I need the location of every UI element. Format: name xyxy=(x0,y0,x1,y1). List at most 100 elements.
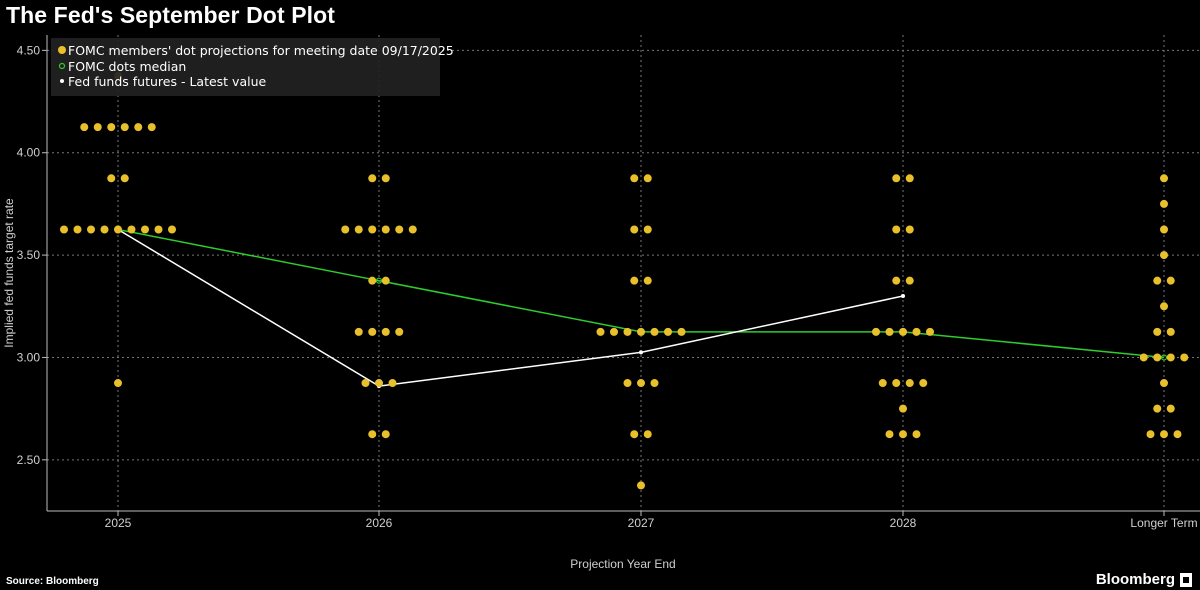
legend-futures-icon xyxy=(60,79,64,83)
fomc-dot xyxy=(1160,251,1168,260)
futures-line xyxy=(117,228,904,387)
fomc-dot xyxy=(1180,353,1189,362)
fomc-dot xyxy=(892,174,901,183)
fomc-dot xyxy=(1166,404,1175,413)
fomc-dot xyxy=(610,327,618,336)
fomc-dot xyxy=(168,225,176,234)
fomc-dot xyxy=(912,430,921,439)
fomc-dot xyxy=(80,123,89,132)
fomc-dot xyxy=(643,225,652,234)
median-marker xyxy=(375,277,383,284)
y-tick-label: 3.00 xyxy=(17,350,41,364)
fomc-dot xyxy=(368,430,377,439)
fomc-dot xyxy=(885,430,894,439)
fomc-dot xyxy=(1173,430,1182,439)
x-axis-title: Projection Year End xyxy=(570,557,675,571)
fomc-dot xyxy=(643,174,652,183)
dot-projections xyxy=(60,71,1189,490)
x-tick-label: 2026 xyxy=(366,516,393,530)
fomc-dot xyxy=(637,379,645,388)
y-tick-label: 4.50 xyxy=(17,43,41,57)
fomc-dot xyxy=(1139,353,1148,362)
fomc-dot xyxy=(650,379,659,388)
y-tick-label: 2.50 xyxy=(17,453,41,467)
legend-label: FOMC dots median xyxy=(68,59,186,74)
fomc-dot xyxy=(361,379,370,388)
fomc-dot xyxy=(623,379,632,388)
grid xyxy=(47,35,1200,511)
fomc-dot xyxy=(147,123,156,132)
fomc-dot xyxy=(885,327,894,336)
fomc-dot xyxy=(395,225,404,234)
fomc-dot xyxy=(650,327,659,336)
fomc-dot xyxy=(141,225,149,234)
axes: 2.50 3.00 3.50 4.00 4.50 2025 2026 2027 2028 Long… xyxy=(2,35,1200,571)
fomc-dot xyxy=(73,225,82,234)
legend-label: FOMC members' dot projections for meetin… xyxy=(68,43,454,58)
fomc-dot xyxy=(664,327,672,336)
fomc-dot xyxy=(381,276,390,285)
x-tick-label: Longer Term xyxy=(1130,516,1197,530)
fomc-dot xyxy=(368,327,377,336)
median-marker xyxy=(1160,354,1168,361)
fomc-dot xyxy=(381,225,390,234)
fomc-dot xyxy=(87,225,95,234)
fomc-dot xyxy=(919,379,928,388)
fomc-dot xyxy=(1166,327,1175,336)
fomc-dot xyxy=(643,276,652,285)
fomc-dot xyxy=(354,225,363,234)
fomc-dot xyxy=(120,174,129,183)
legend-dot-icon xyxy=(58,46,66,54)
fomc-dot xyxy=(127,225,136,234)
fomc-dot xyxy=(341,225,350,234)
fomc-dot xyxy=(1160,379,1168,388)
legend-box xyxy=(51,38,440,96)
x-tick-label: 2025 xyxy=(105,516,132,530)
fomc-dot xyxy=(100,225,109,234)
fomc-dot xyxy=(623,327,632,336)
fomc-dot xyxy=(643,430,652,439)
fomc-dot xyxy=(368,276,377,285)
fomc-dot xyxy=(892,225,901,234)
fomc-dot xyxy=(388,379,397,388)
fomc-dot xyxy=(630,225,639,234)
fomc-dot xyxy=(596,327,605,336)
futures-marker xyxy=(639,350,643,355)
x-tick-label: 2028 xyxy=(890,516,917,530)
fomc-dot xyxy=(1160,302,1168,311)
fomc-dot xyxy=(878,379,887,388)
fomc-dot xyxy=(872,327,880,336)
fomc-dot xyxy=(120,123,129,132)
fomc-dot xyxy=(381,327,390,336)
fomc-dot xyxy=(114,225,122,234)
chart-title: The Fed's September Dot Plot xyxy=(6,2,336,28)
fomc-dot xyxy=(381,430,390,439)
futures-marker xyxy=(901,294,905,299)
fomc-dot xyxy=(905,379,914,388)
legend: FOMC members' dot projections for meetin… xyxy=(51,38,454,96)
fomc-dot xyxy=(905,174,914,183)
fomc-dot xyxy=(1160,430,1168,439)
fomc-dot xyxy=(892,276,901,285)
fomc-dot xyxy=(630,174,639,183)
fomc-dot xyxy=(630,430,639,439)
fomc-dot xyxy=(905,225,914,234)
fomc-dot xyxy=(1153,404,1162,413)
fomc-dot xyxy=(114,379,122,388)
fomc-dot xyxy=(1153,276,1162,285)
fomc-dot xyxy=(354,327,363,336)
fomc-dot xyxy=(637,481,645,490)
y-tick-label: 4.00 xyxy=(17,146,41,160)
legend-median-icon xyxy=(58,62,66,70)
y-tick-label: 3.50 xyxy=(17,248,41,262)
fomc-dot xyxy=(107,174,116,183)
fomc-dot xyxy=(375,379,383,388)
fomc-dot xyxy=(630,276,639,285)
fomc-dot xyxy=(107,123,116,132)
fomc-dot xyxy=(899,327,907,336)
fomc-dot xyxy=(1160,225,1168,234)
fomc-dot xyxy=(1153,327,1162,336)
fomc-dot xyxy=(154,225,163,234)
fomc-dot xyxy=(134,123,143,132)
